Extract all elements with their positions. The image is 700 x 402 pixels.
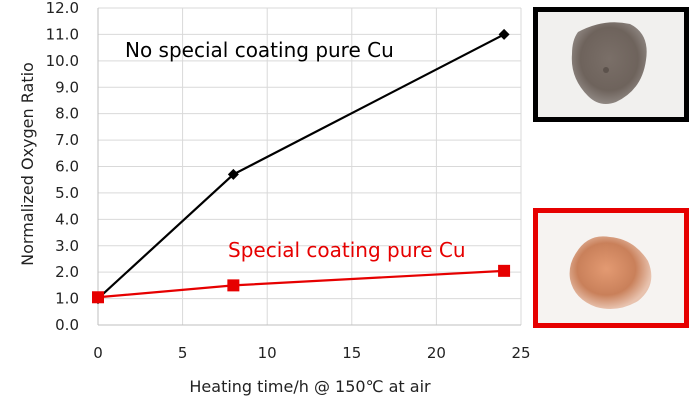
y-tick-label: 7.0: [55, 131, 79, 149]
x-tick-label: 20: [427, 344, 446, 362]
y-tick-label: 2.0: [55, 263, 79, 281]
y-tick-label: 11.0: [46, 25, 79, 43]
photo-no-coating-powder: [533, 7, 689, 122]
oxygen-ratio-chart: 0.0 1.0 2.0 3.0 4.0 5.0 6.0 7.0 8.0 9.0 10.0 11.0 12…: [18, 0, 530, 396]
y-tick-label: 1.0: [55, 290, 79, 308]
grid-lines: [98, 7, 522, 325]
data-point: [227, 168, 239, 180]
y-tick-label: 5.0: [55, 184, 79, 202]
y-axis-label: Normalized Oxygen Ratio: [18, 62, 37, 266]
y-tick-label: 4.0: [55, 210, 79, 228]
y-tick-label: 6.0: [55, 158, 79, 176]
y-tick-labels: 0.0 1.0 2.0 3.0 4.0 5.0 6.0 7.0 8.0 9.0 10.0 11.0 12…: [46, 0, 79, 334]
photo-special-coating-powder: [533, 208, 689, 328]
data-point: [227, 279, 240, 292]
y-tick-label: 0.0: [55, 316, 79, 334]
x-tick-label: 15: [342, 344, 361, 362]
y-tick-label: 10.0: [46, 52, 79, 70]
data-point: [498, 28, 510, 40]
y-tick-label: 8.0: [55, 105, 79, 123]
x-tick-labels: 0 5 10 15 20 25: [93, 344, 530, 362]
x-axis-label: Heating time/h @ 150℃ at air: [189, 377, 431, 396]
data-point: [498, 264, 511, 277]
series-label-special-coating: Special coating pure Cu: [228, 238, 466, 262]
series-1: [92, 264, 511, 304]
y-tick-label: 12.0: [46, 0, 79, 17]
y-tick-label: 3.0: [55, 237, 79, 255]
series-layer: [92, 28, 511, 305]
axes: [97, 8, 521, 326]
x-tick-label: 5: [178, 344, 188, 362]
data-point: [92, 291, 104, 304]
series-line: [97, 269, 505, 299]
y-tick-label: 9.0: [55, 78, 79, 96]
x-tick-label: 10: [258, 344, 277, 362]
x-tick-label: 0: [93, 344, 103, 362]
x-tick-label: 25: [511, 344, 530, 362]
series-label-no-coating: No special coating pure Cu: [125, 38, 394, 62]
